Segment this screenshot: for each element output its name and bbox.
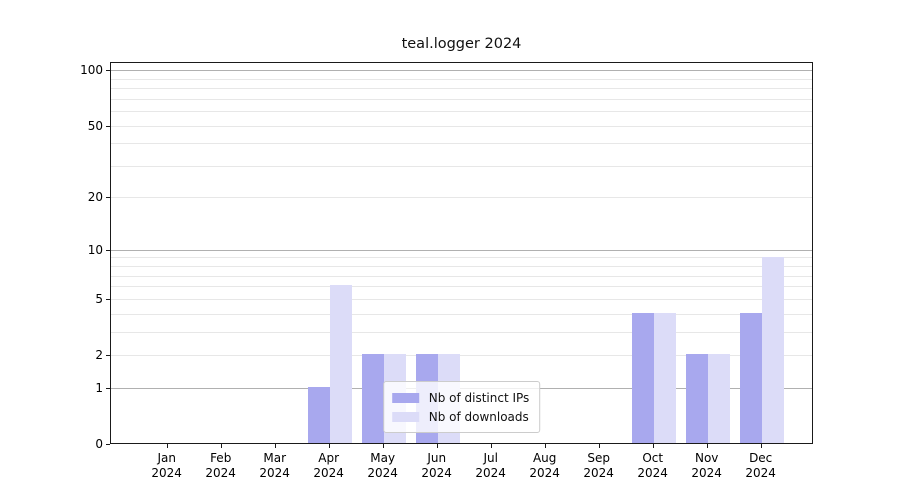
legend-label-downloads: Nb of downloads xyxy=(428,409,529,424)
bar-distinct-ips xyxy=(631,312,654,443)
gridline-minor xyxy=(111,143,812,145)
gridline-minor xyxy=(111,125,812,127)
x-tick-mark xyxy=(274,444,276,448)
x-tick-mark xyxy=(598,444,600,448)
bar-downloads xyxy=(761,256,784,443)
y-tick-label: 50 xyxy=(87,118,103,133)
y-tick-label: 2 xyxy=(95,348,103,362)
x-tick-label: Oct 2024 xyxy=(637,451,668,480)
gridline-minor xyxy=(111,98,812,100)
x-tick-label: Mar 2024 xyxy=(259,451,290,480)
y-tick-mark xyxy=(106,444,110,445)
y-tick-mark xyxy=(106,125,110,127)
legend-item-downloads: Nb of downloads xyxy=(391,407,530,426)
x-tick-label: Jun 2024 xyxy=(421,451,452,480)
y-tick-mark xyxy=(106,197,110,199)
x-tick-label: May 2024 xyxy=(367,451,398,480)
y-tick-label: 1 xyxy=(95,380,103,395)
y-tick-label: 10 xyxy=(87,242,103,257)
gridline-minor xyxy=(111,266,812,268)
gridline-minor xyxy=(111,331,812,333)
gridline-minor xyxy=(111,313,812,315)
gridline-minor xyxy=(111,355,812,356)
gridline-minor xyxy=(111,111,812,113)
gridline-major xyxy=(111,70,812,72)
x-tick-label: Aug 2024 xyxy=(529,451,560,480)
bar-distinct-ips xyxy=(685,354,708,443)
gridline-minor xyxy=(111,275,812,277)
y-tick-label: 20 xyxy=(87,190,103,205)
y-tick-label: 5 xyxy=(95,291,103,306)
x-tick-label: Apr 2024 xyxy=(313,451,344,480)
y-tick-label: 100 xyxy=(80,63,103,78)
y-tick-mark xyxy=(106,355,110,356)
bar-downloads xyxy=(329,285,352,443)
legend: Nb of distinct IPs Nb of downloads xyxy=(382,381,541,433)
y-tick-mark xyxy=(106,70,110,72)
bar-downloads xyxy=(653,312,676,443)
legend-label-distinct-ips: Nb of distinct IPs xyxy=(428,390,530,405)
x-tick-mark xyxy=(382,444,384,448)
y-tick-mark xyxy=(106,249,110,251)
x-tick-mark xyxy=(652,444,654,448)
x-tick-label: Jul 2024 xyxy=(475,451,506,480)
bar-downloads xyxy=(707,354,730,443)
x-tick-label: Dec 2024 xyxy=(745,451,776,480)
legend-swatch-distinct-ips xyxy=(391,392,419,403)
x-tick-label: Sep 2024 xyxy=(583,451,614,480)
x-tick-mark xyxy=(490,444,492,448)
bar-distinct-ips xyxy=(307,386,330,443)
legend-item-distinct-ips: Nb of distinct IPs xyxy=(391,388,530,407)
x-tick-label: Nov 2024 xyxy=(691,451,722,480)
gridline-minor xyxy=(111,257,812,259)
bar-distinct-ips xyxy=(361,354,384,443)
x-tick-mark xyxy=(328,444,330,448)
gridline-minor xyxy=(111,286,812,288)
x-tick-mark xyxy=(544,444,546,448)
x-tick-mark xyxy=(166,444,168,448)
y-tick-label: 0 xyxy=(95,437,103,451)
gridline-major xyxy=(111,249,812,251)
gridline-minor xyxy=(111,78,812,80)
plot-area: Nb of distinct IPs Nb of downloads xyxy=(110,62,813,444)
legend-swatch-downloads xyxy=(391,411,419,422)
gridline-minor xyxy=(111,298,812,300)
y-tick-mark xyxy=(106,298,110,300)
x-tick-mark xyxy=(760,444,762,448)
x-tick-mark xyxy=(220,444,222,448)
chart-title: teal.logger 2024 xyxy=(401,36,522,52)
x-tick-mark xyxy=(436,444,438,448)
bar-distinct-ips xyxy=(739,312,762,443)
gridline-minor xyxy=(111,197,812,199)
x-tick-label: Jan 2024 xyxy=(151,451,182,480)
x-tick-label: Feb 2024 xyxy=(205,451,236,480)
gridline-minor xyxy=(111,165,812,167)
x-tick-mark xyxy=(706,444,708,448)
y-tick-mark xyxy=(106,387,110,389)
gridline-minor xyxy=(111,88,812,90)
